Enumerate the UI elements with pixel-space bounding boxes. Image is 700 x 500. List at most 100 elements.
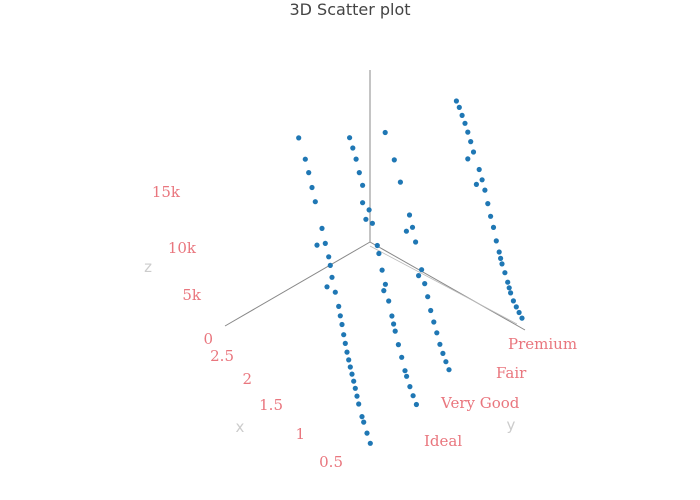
axes-group	[224, 70, 526, 331]
data-point	[399, 354, 405, 360]
y-axis-title: y	[507, 416, 516, 434]
data-point	[395, 342, 401, 348]
data-point	[341, 332, 347, 338]
data-point	[482, 187, 488, 193]
data-points-group	[296, 98, 525, 446]
data-point	[406, 212, 413, 218]
data-point	[312, 199, 318, 205]
data-point	[505, 279, 511, 285]
y-tick-label: Fair	[496, 364, 527, 382]
data-point	[347, 364, 353, 370]
data-point	[349, 371, 355, 377]
z-tick-label: 5k	[182, 286, 202, 304]
data-point	[376, 250, 382, 257]
data-point	[409, 224, 416, 230]
data-point	[367, 440, 373, 446]
data-point	[314, 242, 320, 248]
data-point	[336, 303, 342, 309]
data-point	[422, 281, 428, 287]
y-tick-label: Premium	[508, 335, 577, 353]
data-point	[404, 373, 410, 379]
data-point	[416, 273, 422, 279]
data-point	[296, 135, 302, 141]
data-point	[382, 281, 388, 287]
x-tick-label: 2.5	[210, 347, 234, 365]
data-point	[322, 240, 328, 246]
data-point	[391, 157, 397, 163]
data-point	[513, 304, 519, 310]
data-point	[392, 328, 398, 334]
data-point	[437, 341, 443, 347]
data-point	[366, 207, 372, 213]
data-point	[360, 200, 366, 206]
data-point	[413, 401, 419, 408]
data-point	[502, 270, 508, 276]
data-point	[496, 249, 502, 255]
data-point	[493, 238, 499, 244]
x-axis-title: x	[236, 418, 245, 436]
x-axis-line	[224, 241, 371, 327]
data-point	[391, 321, 397, 327]
data-point	[456, 104, 462, 110]
data-point	[306, 170, 312, 176]
data-point	[319, 225, 325, 231]
data-point	[516, 309, 522, 316]
data-point	[302, 156, 308, 162]
data-point	[352, 385, 358, 391]
data-point	[407, 384, 413, 390]
data-point	[351, 378, 357, 384]
data-point	[326, 254, 332, 260]
data-point	[470, 149, 477, 155]
data-point	[453, 98, 459, 104]
data-point	[488, 213, 494, 219]
data-point	[337, 313, 343, 319]
data-point	[440, 350, 446, 356]
data-point	[499, 261, 505, 267]
data-point	[332, 289, 338, 295]
z-tick-label: 10k	[168, 239, 197, 257]
data-point	[431, 319, 437, 325]
data-point	[508, 290, 514, 296]
data-point	[403, 228, 409, 234]
data-point	[354, 393, 360, 399]
data-point	[498, 255, 504, 261]
data-point	[465, 156, 471, 162]
data-point	[428, 307, 434, 314]
data-point	[359, 414, 365, 420]
data-point	[347, 135, 353, 141]
data-point	[459, 112, 465, 118]
data-point	[386, 298, 392, 304]
y-grid-line	[369, 245, 518, 325]
data-point	[413, 239, 419, 245]
data-point	[381, 288, 387, 294]
data-point	[490, 224, 497, 230]
data-point	[397, 179, 403, 185]
data-point	[382, 129, 388, 136]
z-axis-title: z	[144, 258, 152, 276]
y-tick-label: Very Good	[440, 394, 520, 412]
z-tick-label: 15k	[152, 183, 181, 201]
data-point	[468, 139, 474, 145]
x-tick-label: 2	[242, 370, 252, 388]
data-point	[506, 285, 512, 291]
data-point	[360, 182, 366, 188]
data-point	[369, 220, 375, 226]
data-point	[419, 267, 425, 273]
data-point	[361, 419, 367, 425]
z-tick-label: 0	[203, 330, 213, 348]
data-point	[309, 184, 315, 191]
data-point	[485, 201, 491, 207]
data-point	[476, 166, 482, 173]
data-point	[350, 145, 356, 151]
data-point	[473, 181, 479, 187]
data-point	[519, 315, 525, 321]
data-point	[465, 129, 471, 135]
tick-labels-group: 0 5k 10k 15k 0.5 1 1.5 2 2.5 Ideal Very Good Fair Pr…	[144, 183, 577, 471]
data-point	[410, 393, 416, 399]
y-tick-label: Ideal	[424, 432, 462, 450]
chart-title: 3D Scatter plot	[289, 0, 411, 19]
data-point	[329, 274, 335, 280]
data-point	[324, 284, 330, 290]
data-point	[402, 368, 408, 374]
